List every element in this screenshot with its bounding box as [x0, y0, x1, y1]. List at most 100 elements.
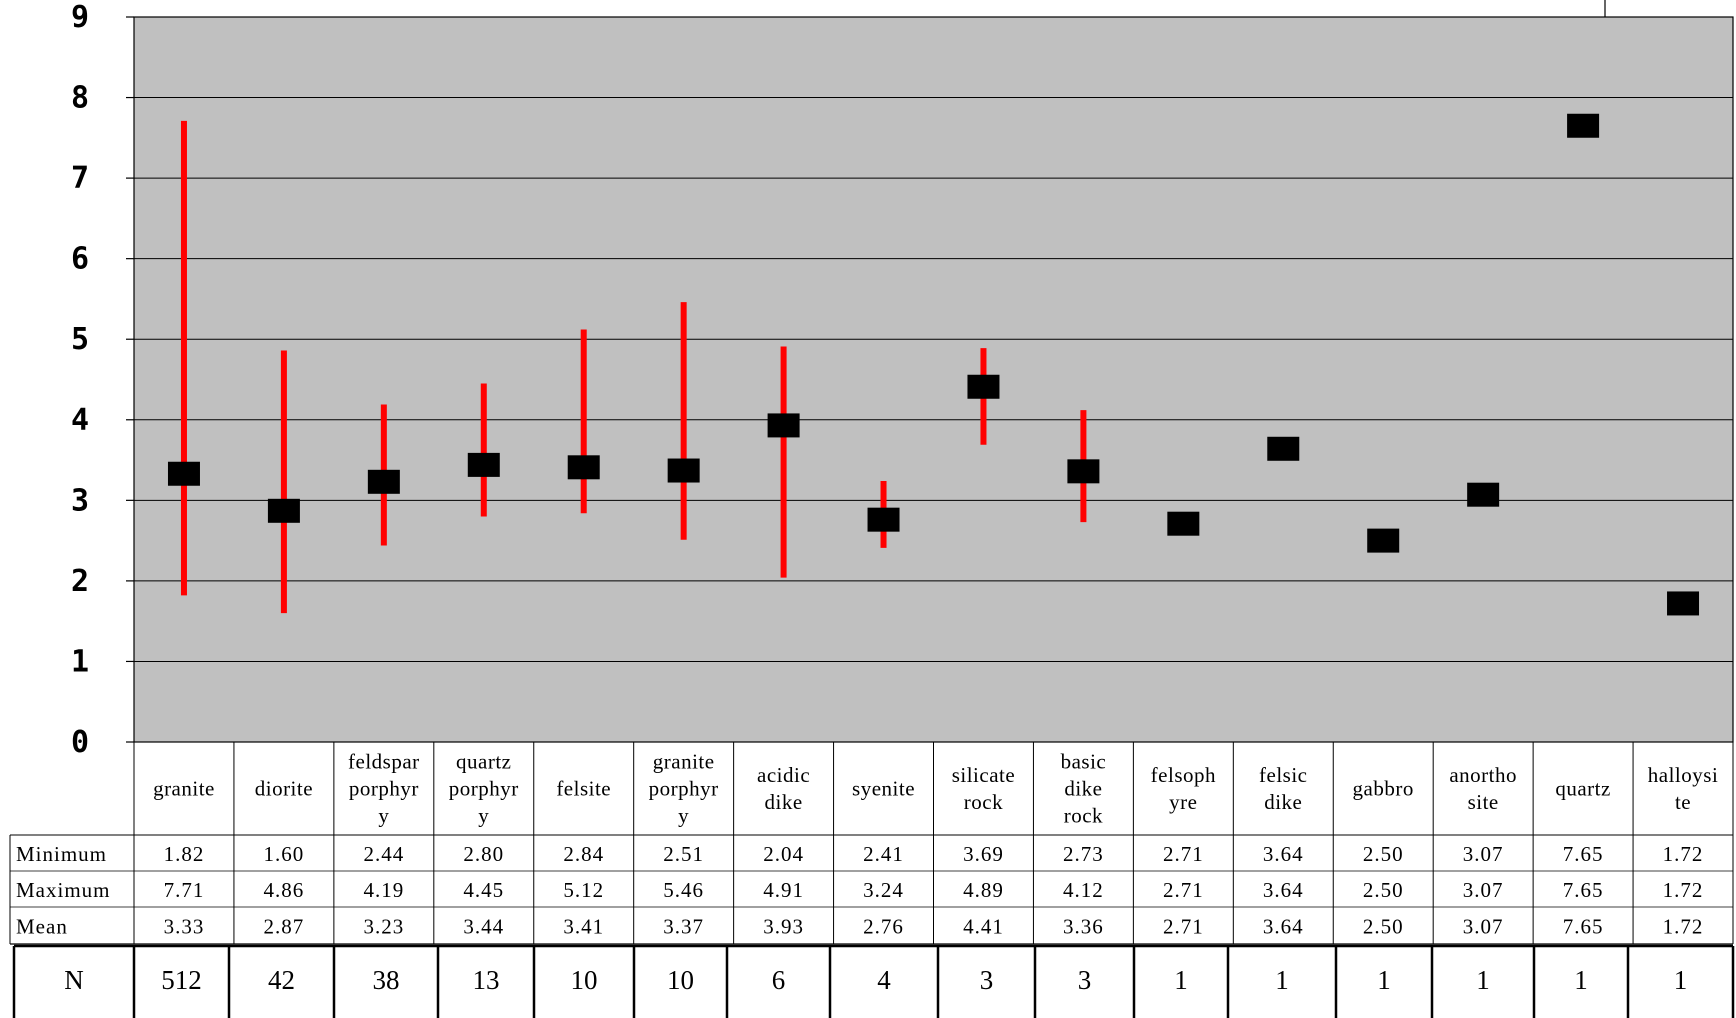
n-value: 3	[1078, 965, 1092, 995]
y-tick-label: 2	[71, 564, 89, 599]
mean-value: 3.37	[663, 915, 704, 939]
n-value: 512	[161, 965, 202, 995]
mean-value: 3.23	[363, 915, 404, 939]
category-label: felsite	[556, 777, 611, 801]
min-value: 2.84	[563, 842, 604, 866]
mean-marker	[967, 374, 1000, 399]
min-value: 3.69	[963, 842, 1004, 866]
y-tick-label: 3	[71, 483, 89, 518]
mean-value: 2.87	[264, 915, 305, 939]
category-label: porphyr	[649, 777, 719, 801]
max-value: 4.12	[1063, 878, 1104, 902]
category-label: rock	[1064, 804, 1103, 828]
y-tick-label: 1	[71, 644, 89, 679]
max-value: 4.86	[264, 878, 305, 902]
n-value: 10	[667, 965, 694, 995]
category-label: granite	[653, 750, 715, 774]
plot-area	[133, 16, 1734, 743]
category-label: gabbro	[1353, 777, 1414, 801]
min-value: 1.60	[264, 842, 305, 866]
category-label: porphyr	[449, 777, 519, 801]
max-value: 5.46	[663, 878, 704, 902]
category-label: quartz	[456, 750, 511, 774]
mean-marker	[1167, 511, 1200, 536]
y-tick-label: 9	[71, 0, 89, 35]
n-value: 4	[877, 965, 891, 995]
n-value: 42	[268, 965, 295, 995]
category-label: dike	[1064, 777, 1102, 801]
max-value: 3.64	[1263, 878, 1304, 902]
row-label-max: Maximum	[16, 878, 111, 902]
category-label: porphyr	[349, 777, 419, 801]
min-value: 3.07	[1463, 842, 1504, 866]
category-label: rock	[964, 790, 1003, 814]
max-value: 2.50	[1363, 878, 1404, 902]
category-label: yre	[1169, 790, 1197, 814]
category-label: y	[378, 804, 389, 828]
min-value: 2.50	[1363, 842, 1404, 866]
category-label: dike	[1264, 790, 1302, 814]
mean-marker	[767, 413, 800, 438]
y-tick-label: 7	[71, 161, 89, 196]
min-value: 2.80	[463, 842, 504, 866]
max-value: 4.19	[363, 878, 404, 902]
category-label: felsoph	[1151, 763, 1216, 787]
mean-marker	[567, 455, 600, 480]
mean-value: 7.65	[1563, 915, 1604, 939]
y-tick-label: 5	[71, 322, 89, 357]
max-value: 2.71	[1163, 878, 1204, 902]
n-value: 1	[1476, 965, 1490, 995]
category-label: y	[478, 804, 489, 828]
mean-marker	[1567, 113, 1600, 138]
max-value: 4.91	[763, 878, 804, 902]
category-label: silicate	[952, 763, 1015, 787]
mean-marker	[467, 452, 500, 477]
min-value: 2.51	[663, 842, 704, 866]
mean-marker	[1267, 436, 1300, 461]
row-label-min: Minimum	[16, 842, 107, 866]
n-value: 6	[772, 965, 786, 995]
category-label: dike	[765, 790, 803, 814]
mean-value: 3.07	[1463, 915, 1504, 939]
n-value: 1	[1674, 965, 1688, 995]
n-value: 38	[373, 965, 400, 995]
min-value: 1.82	[164, 842, 205, 866]
min-value: 3.64	[1263, 842, 1304, 866]
mean-marker	[167, 461, 200, 486]
mean-marker	[867, 507, 900, 532]
max-value: 4.89	[963, 878, 1004, 902]
mean-value: 2.76	[863, 915, 904, 939]
y-tick-label: 4	[71, 403, 89, 438]
mean-value: 3.33	[164, 915, 205, 939]
n-value: 1	[1377, 965, 1391, 995]
n-value: 3	[980, 965, 994, 995]
min-value: 1.72	[1663, 842, 1704, 866]
n-value: 1	[1174, 965, 1188, 995]
y-tick-label: 6	[71, 242, 89, 277]
row-label-mean: Mean	[16, 915, 68, 939]
min-value: 2.71	[1163, 842, 1204, 866]
max-value: 7.65	[1563, 878, 1604, 902]
category-label: te	[1675, 790, 1691, 814]
category-label: halloysi	[1648, 763, 1719, 787]
min-value: 2.73	[1063, 842, 1104, 866]
y-tick-label: 8	[71, 81, 89, 116]
min-value: 2.41	[863, 842, 904, 866]
mean-value: 3.41	[563, 915, 604, 939]
mean-value: 3.44	[463, 915, 504, 939]
mean-marker	[1667, 591, 1700, 616]
mean-value: 3.93	[763, 915, 804, 939]
row-label-n: N	[64, 965, 84, 995]
max-value: 3.24	[863, 878, 904, 902]
category-label: y	[678, 804, 689, 828]
max-value: 5.12	[563, 878, 604, 902]
mean-value: 4.41	[963, 915, 1004, 939]
category-label: anortho	[1449, 763, 1517, 787]
y-tick-label: 0	[71, 725, 89, 760]
mean-marker	[667, 458, 700, 483]
max-value: 1.72	[1663, 878, 1704, 902]
n-value: 1	[1574, 965, 1588, 995]
min-value: 7.65	[1563, 842, 1604, 866]
max-value: 3.07	[1463, 878, 1504, 902]
